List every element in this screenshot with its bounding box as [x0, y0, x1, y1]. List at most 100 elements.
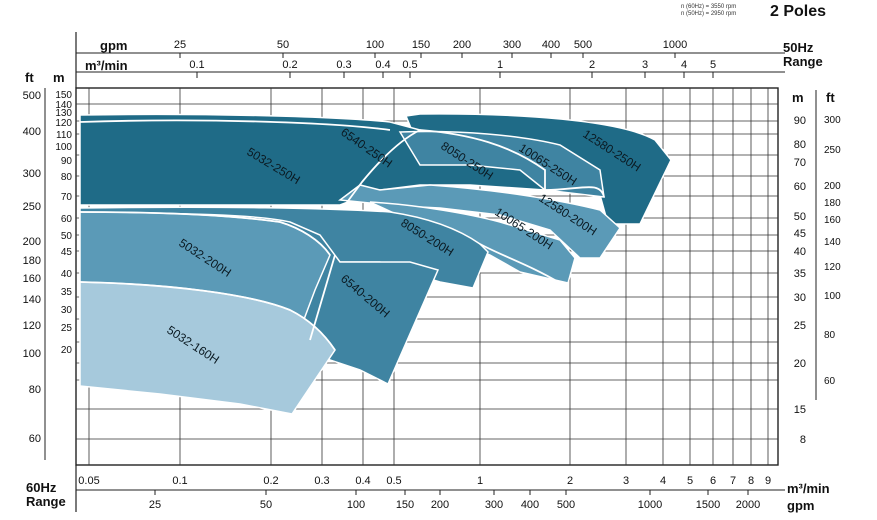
- bottom-gpm-tick: 1000: [638, 499, 662, 511]
- right-ft-tick: 100: [824, 291, 841, 302]
- right-m-tick: 90: [794, 115, 806, 127]
- right-m-tick: 20: [794, 358, 806, 370]
- bottom-m3min-tick: 0.3: [314, 475, 329, 487]
- top-gpm-tick: 50: [277, 39, 289, 51]
- top-gpm-label: gpm: [100, 38, 128, 53]
- bottom-m3min-tick: 8: [748, 475, 754, 487]
- left-m-label: m: [53, 70, 65, 85]
- boundary-10065-250H: [544, 186, 605, 198]
- left-ft-tick: 250: [23, 201, 41, 213]
- bottom-gpm-tick: 1500: [696, 499, 720, 511]
- left-m-tick: 110: [56, 130, 72, 141]
- right-m-tick: 70: [794, 157, 806, 169]
- top-m3min-tick: 5: [710, 59, 716, 71]
- bottom-m3min-tick: 7: [730, 475, 736, 487]
- right-ft-tick: 120: [824, 262, 841, 273]
- left-ft-tick: 120: [23, 320, 41, 332]
- top-gpm-tick: 200: [453, 39, 471, 51]
- boundary-6540-250H: [344, 129, 421, 206]
- bottom-gpm-tick: 300: [485, 499, 503, 511]
- left-ft-tick: 400: [23, 126, 41, 138]
- bottom-m3min-tick: 0.4: [355, 475, 370, 487]
- left-m-tick: 140: [55, 100, 72, 111]
- left-m-tick: 25: [61, 323, 73, 334]
- left-m-tick: 80: [61, 172, 73, 183]
- right-ft-label: ft: [826, 90, 835, 105]
- bottom-m3min-tick: 1: [477, 475, 483, 487]
- top-m3min-tick: 0.5: [402, 59, 417, 71]
- left-ft-label: ft: [25, 70, 34, 85]
- bottom-m3min-tick: 0.1: [172, 475, 187, 487]
- bottom-gpm-tick: 200: [431, 499, 449, 511]
- boundary-250-top: [79, 119, 391, 131]
- left-ft-tick: 180: [23, 255, 41, 267]
- top-gpm-tick: 1000: [663, 39, 687, 51]
- range-50hz-line1: 50Hz: [783, 40, 814, 55]
- range-50hz-label: 50Hz Range: [783, 41, 823, 69]
- bottom-gpm-tick: 25: [149, 499, 161, 511]
- top-m3min-tick: 0.3: [336, 59, 351, 71]
- top-m3min-tick: 2: [589, 59, 595, 71]
- bottom-m3min-label: m³/min: [787, 481, 830, 496]
- left-m-tick: 70: [61, 192, 73, 203]
- right-ft-tick: 80: [824, 330, 836, 341]
- right-m-tick: 60: [794, 181, 806, 193]
- left-ft-tick: 60: [29, 433, 41, 445]
- bottom-gpm-tick: 100: [347, 499, 365, 511]
- right-ft-tick: 300: [824, 115, 841, 126]
- right-m-label: m: [792, 90, 804, 105]
- bottom-m3min-tick: 0.2: [263, 475, 278, 487]
- bottom-gpm-tick: 50: [260, 499, 272, 511]
- left-m-tick: 90: [61, 156, 73, 167]
- left-m-tick: 60: [61, 214, 73, 225]
- right-m-tick: 35: [794, 268, 806, 280]
- bottom-m3min-tick: 4: [660, 475, 666, 487]
- top-m3min-tick: 3: [642, 59, 648, 71]
- speed-note-50hz: n (50Hz) = 2950 rpm: [681, 11, 737, 17]
- left-m-tick: 40: [61, 269, 73, 280]
- boundary-6540-200H: [309, 254, 336, 341]
- bottom-m3min-tick: 0.05: [78, 475, 99, 487]
- left-ft-tick: 200: [23, 236, 41, 248]
- top-m3min-tick: 0.1: [189, 59, 204, 71]
- left-m-tick: 30: [61, 305, 73, 316]
- left-ft-tick: 300: [23, 168, 41, 180]
- boundary-5032-200H: [79, 211, 331, 256]
- right-m-tick: 45: [794, 228, 806, 240]
- left-ft-tick: 100: [23, 348, 41, 360]
- left-m-tick: 50: [61, 231, 73, 242]
- left-m-tick: 20: [61, 345, 73, 356]
- left-m-tick: 120: [55, 118, 72, 129]
- speed-note-60hz: n (60Hz) = 3550 rpm: [681, 4, 737, 10]
- left-m-tick: 100: [55, 142, 72, 153]
- left-ft-tick: 80: [29, 384, 41, 396]
- boundary-8050-250H: [419, 129, 546, 190]
- right-m-tick: 80: [794, 139, 806, 151]
- range-50hz-line2: Range: [783, 54, 823, 69]
- right-m-tick: 15: [794, 404, 806, 416]
- top-m3min-label: m³/min: [85, 58, 128, 73]
- left-m-tick: 130: [55, 108, 72, 119]
- range-60hz-line1: 60Hz: [26, 480, 57, 495]
- bottom-gpm-tick: 2000: [736, 499, 760, 511]
- bottom-gpm-tick: 500: [557, 499, 575, 511]
- right-m-tick: 50: [794, 211, 806, 223]
- boundary-8050-200H: [479, 243, 561, 284]
- bottom-m3min-tick: 9: [765, 475, 771, 487]
- left-ft-tick: 160: [23, 273, 41, 285]
- poles-label: 2 Poles: [770, 3, 827, 20]
- top-gpm-tick: 150: [412, 39, 430, 51]
- top-gpm-tick: 300: [503, 39, 521, 51]
- top-gpm-tick: 100: [366, 39, 384, 51]
- left-m-tick: 45: [61, 247, 73, 258]
- top-gpm-tick: 25: [174, 39, 186, 51]
- right-m-tick: 30: [794, 292, 806, 304]
- bottom-m3min-tick: 2: [567, 475, 573, 487]
- right-m-tick: 40: [794, 246, 806, 258]
- top-m3min-tick: 4: [681, 59, 687, 71]
- bottom-gpm-label: gpm: [787, 498, 815, 513]
- range-60hz-line2: Range: [26, 494, 66, 509]
- left-ft-tick: 140: [23, 294, 41, 306]
- left-m-tick: 35: [61, 287, 73, 298]
- left-ft-tick: 500: [23, 90, 41, 102]
